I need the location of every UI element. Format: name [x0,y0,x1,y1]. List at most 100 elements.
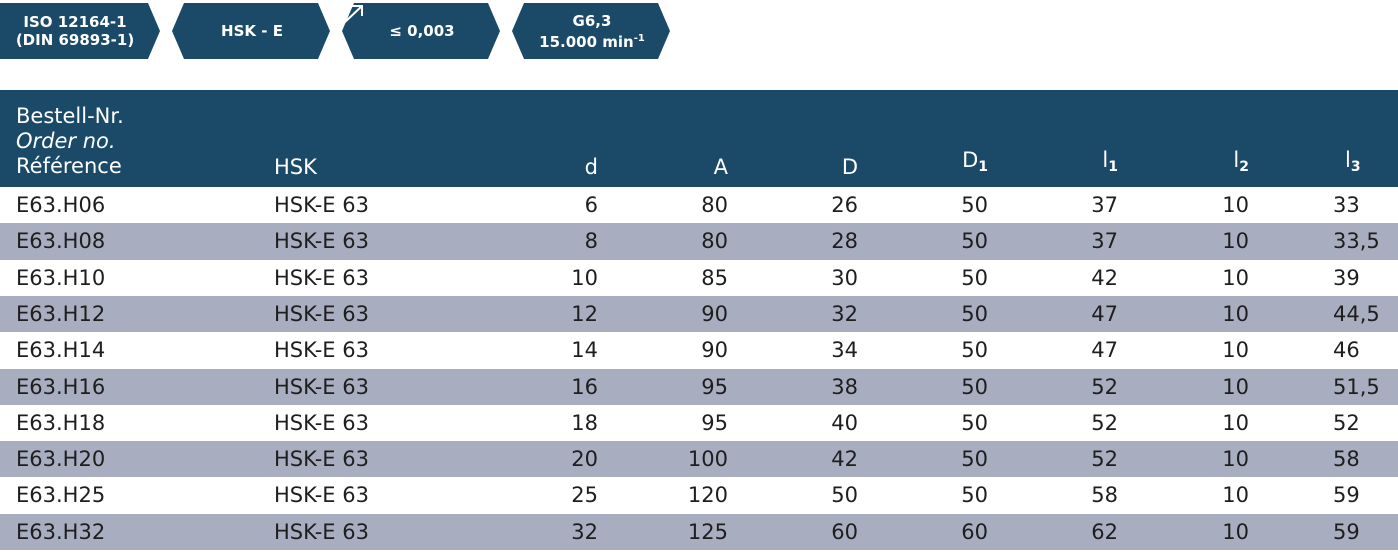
table-cell: 58 [1333,447,1360,472]
table-cell: 50 [961,193,988,217]
table-cell: 10 [1222,519,1249,544]
header-sub: 3 [1350,159,1361,175]
header-sub: 2 [1239,159,1249,175]
badge-text: ISO 12164-1 (DIN 69893-1) [0,3,150,59]
table-cell: 10 [1222,193,1249,217]
table-cell: 95 [701,374,728,399]
table-cell: 90 [701,338,728,363]
table-cell: 95 [701,410,728,435]
table-cell: E63.H10 [16,265,106,290]
table-cell: E63.H32 [16,519,106,544]
header-cell: Bestell-Nr. Order no. Référence [16,104,124,179]
table-cell: 26 [831,193,858,217]
badge-row: ≤ 0,003 [344,5,455,40]
table-cell: 10 [1222,483,1249,508]
table-cell: 37 [1091,229,1118,254]
badge-text: HSK - E [172,3,332,59]
table-cell: 59 [1333,519,1360,544]
table-cell: 50 [961,447,988,472]
table-cell: 60 [831,519,858,544]
badge-text-part: 15.000 min [539,32,634,51]
table-cell: 90 [701,301,728,326]
table-cell: 52 [1091,447,1118,472]
table-cell: 47 [1091,338,1118,363]
table-row: E63.H10 HSK-E 63 10 85 30 50 42 10 39 [0,260,1398,296]
badge-line: G6,3 [572,11,612,30]
table-row: E63.H12 HSK-E 63 12 90 32 50 47 10 44,5 [0,295,1398,333]
header-line: Référence [16,154,122,178]
table-cell: HSK-E 63 [274,410,369,435]
table-cell: 52 [1333,410,1360,435]
table-cell: 10 [1222,301,1249,326]
table-cell: 46 [1333,338,1360,363]
table-cell: 28 [831,229,858,254]
table-cell: HSK-E 63 [274,374,369,399]
header-cell: D1 [962,148,988,179]
table-cell: 10 [1222,447,1249,472]
table-cell: 25 [571,483,598,508]
table-cell: E63.H06 [16,193,106,217]
table-cell: 10 [1222,338,1249,363]
header-cell: d [585,155,598,179]
table-cell: 51,5 [1333,374,1380,399]
header-line: Order no. [16,129,116,153]
badge-shape [342,3,500,59]
header-cell: D [842,155,858,179]
badge-shape [172,3,330,59]
badge: G6,3 15.000 min-1 [512,3,672,59]
table-cell: 42 [831,447,858,472]
table-cell: 50 [961,265,988,290]
table-cell: E63.H25 [16,483,106,508]
table-cell: 44,5 [1333,301,1380,326]
table-cell: 80 [701,229,728,254]
badge-line: (DIN 69893-1) [15,31,135,49]
table-cell: 120 [687,483,728,508]
table-cell: E63.H14 [16,338,106,363]
table-row: E63.H25 HSK-E 63 25 120 50 50 58 10 59 [0,477,1398,513]
badge-text: ≤ 0,003 [342,3,502,59]
table-cell: HSK-E 63 [274,483,369,508]
table-cell: HSK-E 63 [274,519,369,544]
table-cell: 8 [584,229,598,254]
table-cell: 32 [831,301,858,326]
table-cell: 50 [831,483,858,508]
header-text: D [841,155,858,179]
table-cell: 14 [571,338,598,363]
header-text: A [713,155,728,179]
header-text: D [962,148,979,172]
table-cell: 58 [1091,483,1118,508]
badge-line: HSK - E [221,22,283,40]
header-line: Bestell-Nr. [16,104,124,128]
table-cell: 50 [961,301,988,326]
table-cell: HSK-E 63 [274,193,369,217]
table-cell: 10 [571,265,598,290]
table-cell: 33,5 [1333,229,1380,254]
header-sub: 1 [1108,159,1118,175]
table-cell: 50 [961,338,988,363]
runout-icon [344,5,363,23]
table-cell: 30 [831,265,858,290]
table-row: E63.H08 HSK-E 63 8 80 28 50 37 10 33,5 [0,223,1398,260]
table-cell: 52 [1091,374,1118,399]
table-cell: HSK-E 63 [274,338,369,363]
table-header: Bestell-Nr. Order no. Référence HSK d A D D1 l1 l… [0,90,1398,187]
header-cell: l1 [1102,148,1118,179]
header-text: l [1102,148,1109,172]
table-cell: 80 [701,193,728,217]
table-row: E63.H20 HSK-E 63 20 100 42 50 52 10 58 [0,441,1398,478]
badge-shape [512,3,670,59]
table-cell: 10 [1222,265,1249,290]
table-cell: 10 [1222,229,1249,254]
table-cell: 100 [687,447,728,472]
table-cell: 47 [1091,301,1118,326]
table-row: E63.H06 HSK-E 63 6 80 26 50 37 10 33 [0,187,1398,223]
badge-line: 15.000 min-1 [539,30,645,51]
header-sub: 1 [978,159,988,175]
header-text: d [584,155,598,179]
table-row: E63.H18 HSK-E 63 18 95 40 50 52 10 52 [0,405,1398,441]
table-cell: 42 [1091,265,1118,290]
badge-sup: -1 [633,32,645,44]
table-cell: 38 [831,374,858,399]
table-cell: 60 [961,519,988,544]
